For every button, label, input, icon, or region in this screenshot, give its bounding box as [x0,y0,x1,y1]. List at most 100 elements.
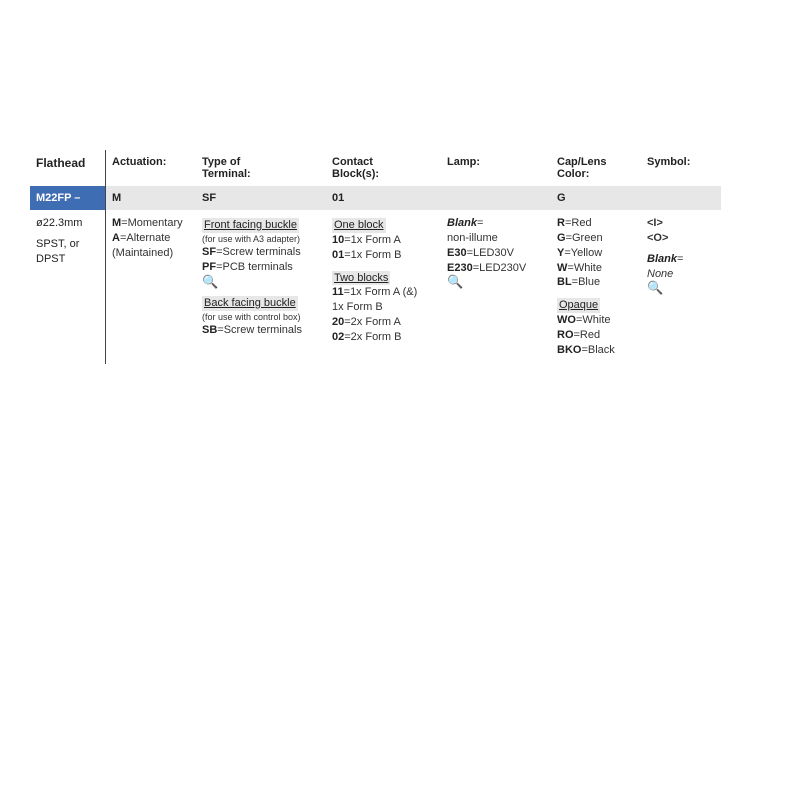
label: =2x Form A [344,316,401,328]
cap-bko: BKO=Black [557,343,635,358]
code: SF [202,246,216,258]
flathead-line2: SPST, or [36,237,99,252]
contact-02: 02=2x Form B [332,330,435,345]
hdr-cap-text: Cap/Lens Color: [557,156,607,180]
cap-y: Y=Yellow [557,246,635,261]
header-row: Flathead Actuation: Type of Terminal: Co… [30,150,774,186]
label: =Momentary [121,217,182,229]
label: =Alternate [120,232,170,244]
contact-01: 01=1x Form B [332,248,435,263]
hdr-flathead: Flathead [30,150,105,186]
code: A [112,232,120,244]
label: =Green [566,232,603,244]
magnifier-icon[interactable]: 🔍 [647,281,715,294]
magnifier-icon[interactable]: 🔍 [202,275,320,288]
code: WO [557,314,576,326]
contact-10: 10=1x Form A [332,233,435,248]
code: R [557,217,565,229]
label: =Screw terminals [216,246,301,258]
cap-bl: BL=Blue [557,275,635,290]
terminal-back-title: Back facing buckle [202,296,298,311]
label: =White [576,314,611,326]
label: =LED30V [467,247,514,259]
contact-20: 20=2x Form A [332,315,435,330]
code: 02 [332,331,344,343]
hdr-contact-text: Contact Block(s): [332,156,379,180]
label: =1x Form B [344,249,401,261]
cap-g: G=Green [557,231,635,246]
code: SB [202,324,217,336]
terminal-sf: SF=Screw terminals [202,245,320,260]
code: M [112,217,121,229]
flathead-line3: DPST [36,252,99,267]
actuation-m: M=Momentary [112,216,190,231]
lamp-e30: E30=LED30V [447,246,545,261]
contact-11-line2: 1x Form B [332,300,435,315]
code: RO [557,329,574,341]
symbol-blank: Blank= [647,252,715,267]
symbol-o: <O> [647,231,715,246]
terminal-front-note: (for use with A3 adapter) [202,233,320,245]
body-lamp: Blank= non-illume E30=LED30V E230=LED230… [441,210,551,364]
ordering-sheet: Flathead Actuation: Type of Terminal: Co… [0,0,794,364]
sel-lamp [441,186,551,210]
code: 10 [332,234,344,246]
cap-ro: RO=Red [557,328,635,343]
code: 20 [332,316,344,328]
contact-one-title: One block [332,218,386,233]
sel-actuation: M [106,186,196,210]
body-terminal: Front facing buckle (for use with A3 ada… [196,210,326,364]
contact-11: 11=1x Form A (&) [332,285,435,300]
label: =2x Form B [344,331,401,343]
lamp-blank-line2: non-illume [447,231,545,246]
code: 11 [332,286,344,298]
code: BKO [557,344,581,356]
magnifier-icon[interactable]: 🔍 [447,275,545,288]
lamp-blank: Blank= [447,216,545,231]
body-flathead: ø22.3mm SPST, or DPST [30,210,105,364]
hdr-lamp: Lamp: [441,150,551,186]
contact-two-title: Two blocks [332,271,390,286]
label: =Black [581,344,614,356]
terminal-pf: PF=PCB terminals [202,260,320,275]
body-symbol: <I> <O> Blank= None 🔍 [641,210,721,364]
hdr-actuation: Actuation: [106,150,196,186]
actuation-a-note: (Maintained) [112,246,190,261]
body-cap: R=Red G=Green Y=Yellow W=White BL=Blue O… [551,210,641,364]
sel-contact: 01 [326,186,441,210]
symbol-i: <I> [647,216,715,231]
label: =Blue [572,276,600,288]
sel-symbol [641,186,721,210]
code: Blank [447,217,477,229]
code: PF [202,261,216,273]
label: = [677,253,683,265]
terminal-back-note: (for use with control box) [202,311,320,323]
hdr-contact: Contact Block(s): [326,150,441,186]
code: BL [557,276,572,288]
code: Blank [647,253,677,265]
body-row: ø22.3mm SPST, or DPST M=Momentary A=Alte… [30,210,774,364]
terminal-front-title: Front facing buckle [202,218,299,233]
label: =1x Form A [344,234,401,246]
sel-flathead: M22FP – [30,186,105,210]
actuation-a: A=Alternate [112,231,190,246]
selection-row: M22FP – M SF 01 G [30,186,774,210]
hdr-terminal-text: Type of Terminal: [202,156,251,180]
hdr-symbol: Symbol: [641,150,721,186]
label: =PCB terminals [216,261,293,273]
label: =White [567,262,602,274]
label: = [477,217,483,229]
label: =Screw terminals [217,324,302,336]
label: =Yellow [564,247,602,259]
sel-terminal: SF [196,186,326,210]
label: =1x Form A (&) [344,286,418,298]
sel-cap: G [551,186,641,210]
code: E230 [447,262,473,274]
cap-wo: WO=White [557,313,635,328]
label: =Red [565,217,592,229]
label: =LED230V [473,262,527,274]
code: E30 [447,247,467,259]
body-contact: One block 10=1x Form A 01=1x Form B Two … [326,210,441,364]
body-actuation: M=Momentary A=Alternate (Maintained) [106,210,196,364]
hdr-terminal: Type of Terminal: [196,150,326,186]
